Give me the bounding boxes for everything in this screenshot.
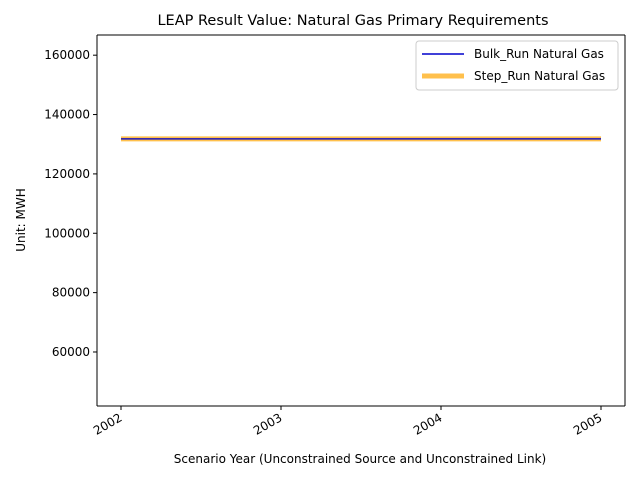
x-tick-label: 2003 — [251, 410, 284, 437]
x-tick-label: 2002 — [91, 410, 124, 437]
x-tick-label: 2005 — [571, 410, 604, 437]
y-tick-label: 140000 — [44, 108, 90, 122]
plot-frame — [96, 34, 626, 407]
x-tick-label: 2004 — [411, 410, 444, 437]
y-axis-label: Unit: MWH — [14, 188, 28, 252]
y-tick-label: 120000 — [44, 167, 90, 181]
y-tick-label: 60000 — [52, 345, 90, 359]
y-tick-label: 100000 — [44, 226, 90, 240]
legend-label-step: Step_Run Natural Gas — [474, 69, 605, 83]
legend: Bulk_Run Natural Gas Step_Run Natural Ga… — [415, 40, 619, 91]
chart-title: LEAP Result Value: Natural Gas Primary R… — [157, 13, 548, 29]
y-tick-label: 80000 — [52, 286, 90, 300]
x-axis-label: Scenario Year (Unconstrained Source and … — [174, 452, 546, 466]
x-axis: 2002 2003 2004 2005 — [91, 406, 605, 438]
plot-area — [97, 35, 625, 406]
y-axis: 60000 80000 100000 120000 140000 160000 — [44, 48, 97, 359]
legend-box — [415, 40, 619, 91]
legend-label-bulk: Bulk_Run Natural Gas — [474, 47, 604, 61]
y-tick-label: 160000 — [44, 48, 90, 62]
